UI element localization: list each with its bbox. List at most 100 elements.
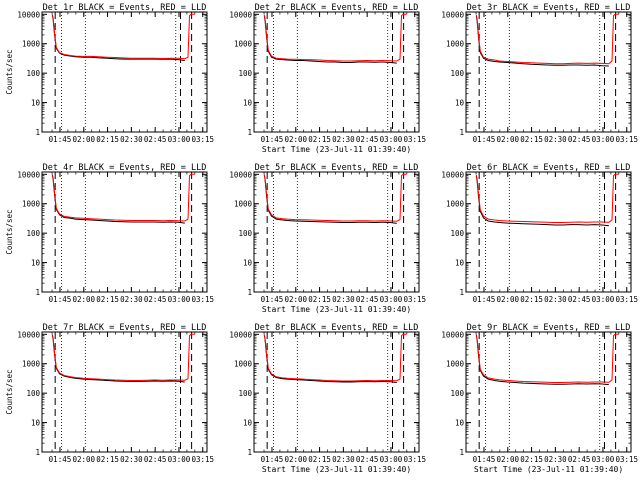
x-tick-label: 02:45: [568, 455, 591, 464]
x-tick-label: 01:45: [49, 135, 72, 144]
x-tick-label: 01:45: [49, 295, 72, 304]
chart-title: Det 5r BLACK = Events, RED = LLD: [255, 163, 419, 173]
x-tick-label: 03:00: [380, 295, 403, 304]
x-tick-label: 02:45: [144, 135, 167, 144]
x-tick-label: 03:00: [380, 135, 403, 144]
x-tick-label: 02:15: [308, 135, 331, 144]
chart-panel-7: Det 7r BLACK = Events, RED = LLD 1 10 100 10…: [5, 323, 214, 464]
x-tick-label: 02:15: [308, 295, 331, 304]
y-tick-label: 10: [243, 419, 253, 428]
x-tick-label: 02:45: [356, 295, 379, 304]
chart-title: Det 8r BLACK = Events, RED = LLD: [255, 323, 419, 333]
y-tick-label: 1: [247, 128, 252, 137]
x-tick-label: 03:00: [168, 135, 191, 144]
series-line-lld: [51, 333, 195, 381]
y-tick-label: 1: [35, 288, 40, 297]
y-tick-label: 1000: [446, 360, 465, 369]
y-axis-label: Counts/sec: [5, 369, 14, 414]
y-axis-label: Counts/sec: [5, 209, 14, 254]
x-tick-label: 01:45: [261, 135, 284, 144]
x-tick-label: 03:15: [191, 295, 214, 304]
x-tick-label: 02:30: [544, 135, 567, 144]
y-tick-label: 1000: [234, 360, 253, 369]
chart-panel-2: Det 2r BLACK = Events, RED = LLD 1 10 100 10…: [229, 3, 426, 154]
x-tick-label: 02:30: [544, 455, 567, 464]
chart-title: Det 2r BLACK = Events, RED = LLD: [255, 3, 419, 13]
y-tick-label: 10000: [17, 330, 40, 339]
y-tick-label: 1000: [22, 200, 41, 209]
x-tick-label: 02:30: [120, 455, 143, 464]
x-tick-label: 02:45: [356, 135, 379, 144]
x-tick-label: 01:45: [261, 295, 284, 304]
x-tick-label: 02:15: [520, 295, 543, 304]
plot-frame: [41, 171, 208, 293]
y-tick-label: 100: [450, 389, 464, 398]
y-tick-label: 1000: [234, 40, 253, 49]
plot-frame: [465, 331, 632, 453]
y-tick-label: 100: [26, 389, 40, 398]
series-line-lld: [263, 13, 407, 62]
x-tick-label: 03:15: [403, 135, 426, 144]
series-line-lld: [475, 173, 619, 223]
x-tick-label: 01:45: [261, 455, 284, 464]
x-axis-label: Start Time (23-Jul-11 01:39:40): [262, 465, 411, 474]
y-tick-label: 1: [459, 448, 464, 457]
y-tick-label: 10: [455, 259, 465, 268]
x-tick-label: 02:45: [144, 455, 167, 464]
y-tick-label: 1: [247, 288, 252, 297]
y-tick-label: 10: [31, 259, 41, 268]
x-tick-label: 03:15: [191, 135, 214, 144]
x-tick-label: 02:00: [72, 455, 95, 464]
y-tick-label: 1000: [22, 40, 41, 49]
x-tick-label: 01:45: [473, 295, 496, 304]
chart-panel-1: Det 1r BLACK = Events, RED = LLD 1 10 100 10…: [5, 3, 214, 144]
x-axis-label: Start Time (23-Jul-11 01:39:40): [262, 145, 411, 154]
x-tick-label: 02:30: [332, 295, 355, 304]
x-tick-label: 02:15: [96, 455, 119, 464]
x-tick-label: 02:00: [72, 135, 95, 144]
x-tick-label: 02:00: [284, 135, 307, 144]
y-tick-label: 1000: [234, 200, 253, 209]
y-tick-label: 100: [238, 69, 252, 78]
y-tick-label: 10000: [441, 330, 464, 339]
y-tick-label: 1: [35, 448, 40, 457]
x-tick-label: 03:00: [592, 295, 615, 304]
x-tick-label: 02:45: [568, 295, 591, 304]
series-line-events: [475, 334, 609, 386]
y-tick-label: 10000: [229, 10, 252, 19]
y-tick-label: 1000: [446, 40, 465, 49]
x-tick-label: 02:45: [568, 135, 591, 144]
plot-frame: [41, 11, 208, 133]
series-line-events: [475, 175, 609, 227]
x-tick-label: 02:45: [144, 295, 167, 304]
y-tick-label: 10000: [229, 170, 252, 179]
x-tick-label: 03:15: [615, 295, 638, 304]
y-tick-label: 10: [243, 259, 253, 268]
x-tick-label: 03:15: [403, 295, 426, 304]
x-tick-label: 03:00: [592, 135, 615, 144]
series-line-events: [263, 174, 397, 224]
y-tick-label: 1: [35, 128, 40, 137]
y-tick-label: 10: [31, 99, 41, 108]
plot-frame: [253, 331, 420, 453]
y-tick-label: 1: [459, 288, 464, 297]
chart-title: Det 4r BLACK = Events, RED = LLD: [43, 163, 207, 173]
x-axis-label: Start Time (23-Jul-11 01:39:40): [474, 465, 623, 474]
x-tick-label: 02:15: [520, 135, 543, 144]
chart-panel-3: Det 3r BLACK = Events, RED = LLD 1 10 100 10…: [441, 3, 638, 144]
y-tick-label: 100: [26, 229, 40, 238]
y-tick-label: 100: [238, 389, 252, 398]
x-tick-label: 03:15: [615, 135, 638, 144]
chart-panel-4: Det 4r BLACK = Events, RED = LLD 1 10 100 10…: [5, 163, 214, 304]
x-tick-label: 03:15: [615, 455, 638, 464]
x-tick-label: 03:00: [168, 455, 191, 464]
x-tick-label: 02:00: [284, 455, 307, 464]
x-tick-label: 02:15: [96, 295, 119, 304]
x-tick-label: 01:45: [49, 455, 72, 464]
chart-panel-6: Det 6r BLACK = Events, RED = LLD 1 10 100 10…: [441, 163, 638, 304]
y-tick-label: 10000: [17, 10, 40, 19]
x-tick-label: 02:00: [496, 295, 519, 304]
y-tick-label: 100: [26, 69, 40, 78]
